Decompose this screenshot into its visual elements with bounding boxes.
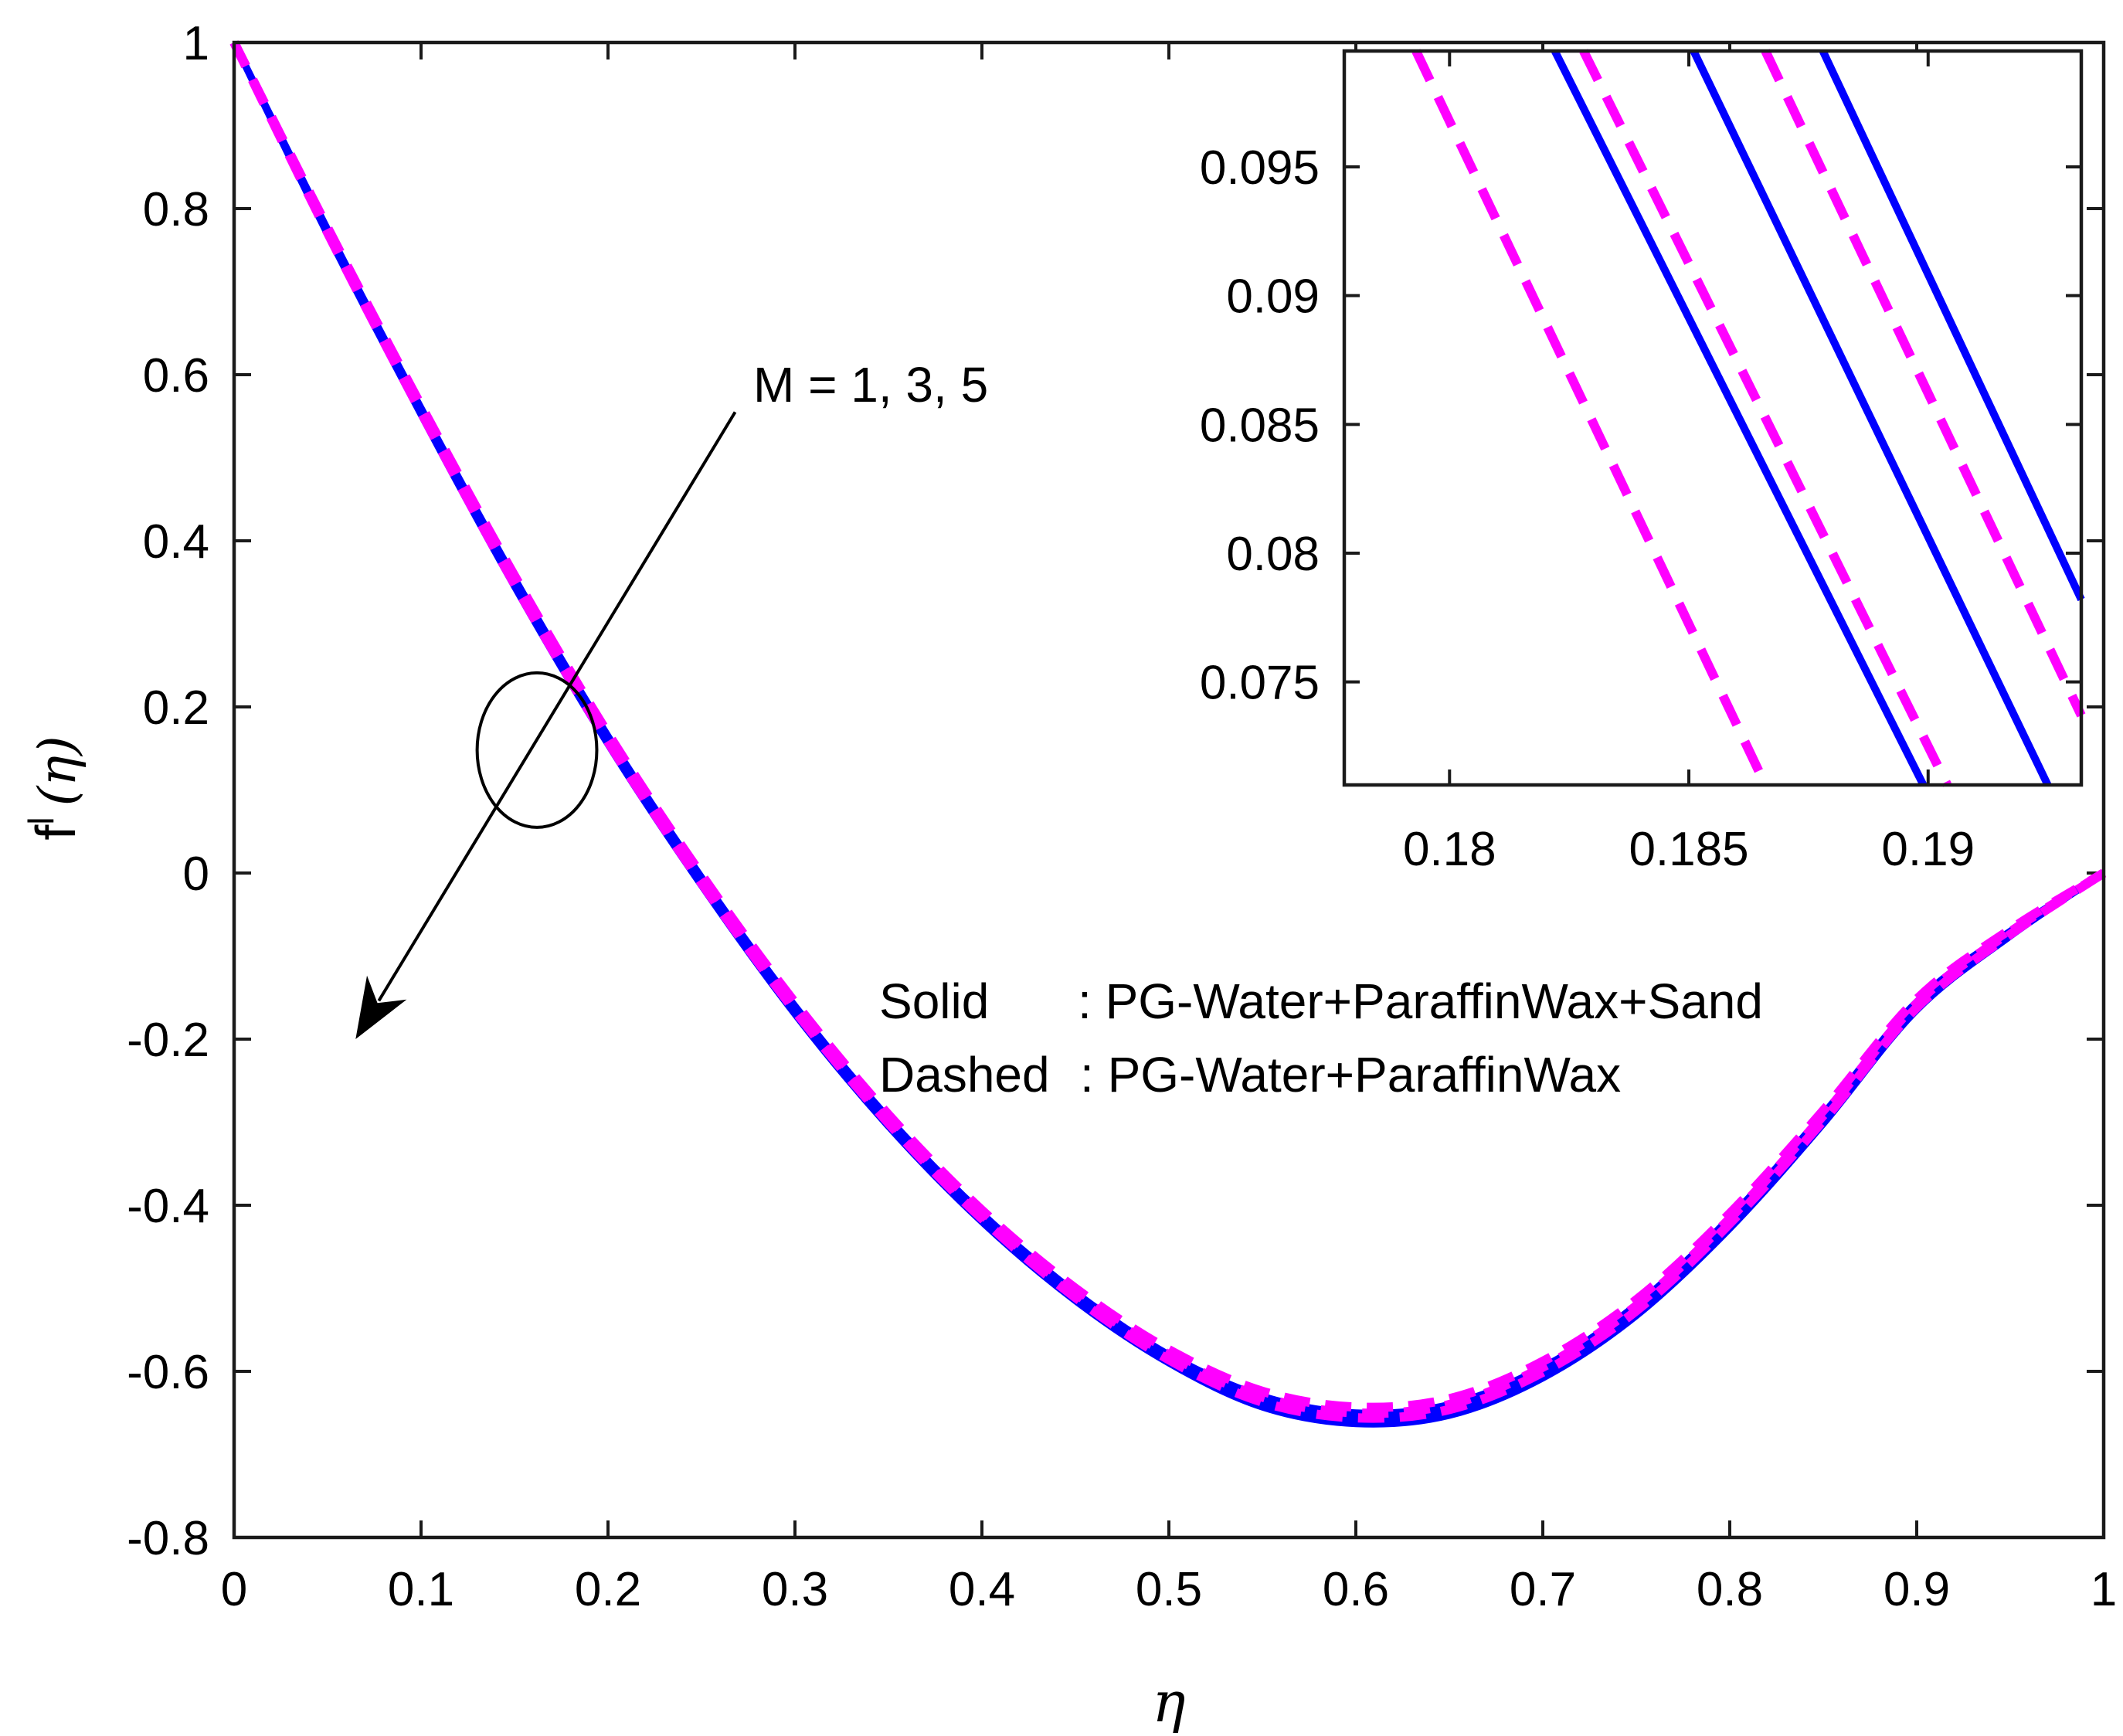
main-tick-labels: 0 0.1 0.2 0.3 0.4 0.5 0.6 0.7 0.8 0.9 1 1 0.8 0.6 0.4 0… [127,17,2117,1616]
inset-axes-frame [1342,49,2084,787]
inset-y-tick-label: 0.09 [1226,270,1320,324]
inset-lines [1411,49,2086,787]
inset-y-tick-label: 0.075 [1200,657,1320,710]
annotations: M = 1, 3, 5 Solid : PG-Water+ParaffinWax… [355,357,1763,1102]
x-tick-label: 0.4 [949,1563,1015,1616]
parameter-label: M = 1, 3, 5 [753,357,988,413]
y-tick-label: 0.6 [143,349,209,403]
y-tick-label: 1 [183,17,209,70]
highlight-circle [475,671,599,829]
inset-solid-line-2 [1551,49,1928,787]
y-axis-title: fl (η) [21,736,87,840]
dashed-series-line-3 [229,40,2107,1423]
inset-background [1344,51,2081,785]
x-tick-label: 1 [2091,1563,2117,1616]
y-tick-label: 0.4 [143,515,209,569]
y-axis-title-sup: l [21,817,61,824]
legend-solid-key: Solid [879,973,989,1029]
x-tick-label: 0.3 [762,1563,828,1616]
legend-solid-desc: : PG-Water+ParaffinWax+Sand [1078,973,1763,1029]
legend-dashed-desc: : PG-Water+ParaffinWax [1080,1047,1621,1102]
y-tick-label: 0.8 [143,183,209,236]
y-tick-label: -0.6 [127,1346,209,1399]
x-tick-label: 0.6 [1323,1563,1389,1616]
y-tick-label: 0.2 [143,681,209,735]
inset-y-tick-label: 0.085 [1200,399,1320,452]
inset-y-tick-label: 0.08 [1226,528,1320,581]
inset-x-tick-label: 0.19 [1881,823,1975,876]
inset-plot: 0.18 0.185 0.19 0.095 0.09 0.085 0.08 0.075 [1200,49,2086,876]
x-axis-title: η [1152,1670,1185,1734]
inset-solid-line-6 [1819,49,2085,602]
x-tick-label: 0 [221,1563,247,1616]
x-tick-label: 0.8 [1697,1563,1763,1616]
inset-x-tick-label: 0.18 [1403,823,1496,876]
svg-text:fl(η): fl (η) [21,736,87,840]
main-plot: 0 0.1 0.2 0.3 0.4 0.5 0.6 0.7 0.8 0.9 1 1 0.8 0.6 0.4 0… [127,17,2117,1616]
inset-dashed-line-3 [1579,49,1951,787]
x-tick-label: 0.7 [1510,1563,1576,1616]
x-tick-label: 0.1 [388,1563,454,1616]
inset-dashed-line-1 [1411,49,1770,787]
legend-dashed-key: Dashed [879,1047,1050,1102]
main-lines [229,40,2107,1428]
y-axis-title-f: f [25,824,87,841]
x-tick-label: 0.9 [1884,1563,1950,1616]
inset-ticks [1344,51,2081,785]
inset-x-tick-label: 0.185 [1629,823,1748,876]
y-tick-label: -0.8 [127,1512,209,1565]
y-tick-label: -0.2 [127,1014,209,1067]
x-tick-label: 0.2 [575,1563,641,1616]
y-axis-title-arg: (η) [28,736,87,806]
inset-y-tick-label: 0.095 [1200,141,1320,195]
y-tick-label: 0 [183,848,209,901]
x-tick-label: 0.5 [1136,1563,1202,1616]
main-axes-frame [232,40,2106,1540]
y-tick-label: -0.4 [127,1180,209,1233]
arrow-line [377,411,737,1002]
inset-tick-labels: 0.18 0.185 0.19 0.095 0.09 0.085 0.08 0.075 [1200,141,1975,876]
inset-solid-line-4 [1690,49,2052,787]
inset-dashed-line-5 [1761,49,2086,718]
arrow-head [355,975,407,1039]
